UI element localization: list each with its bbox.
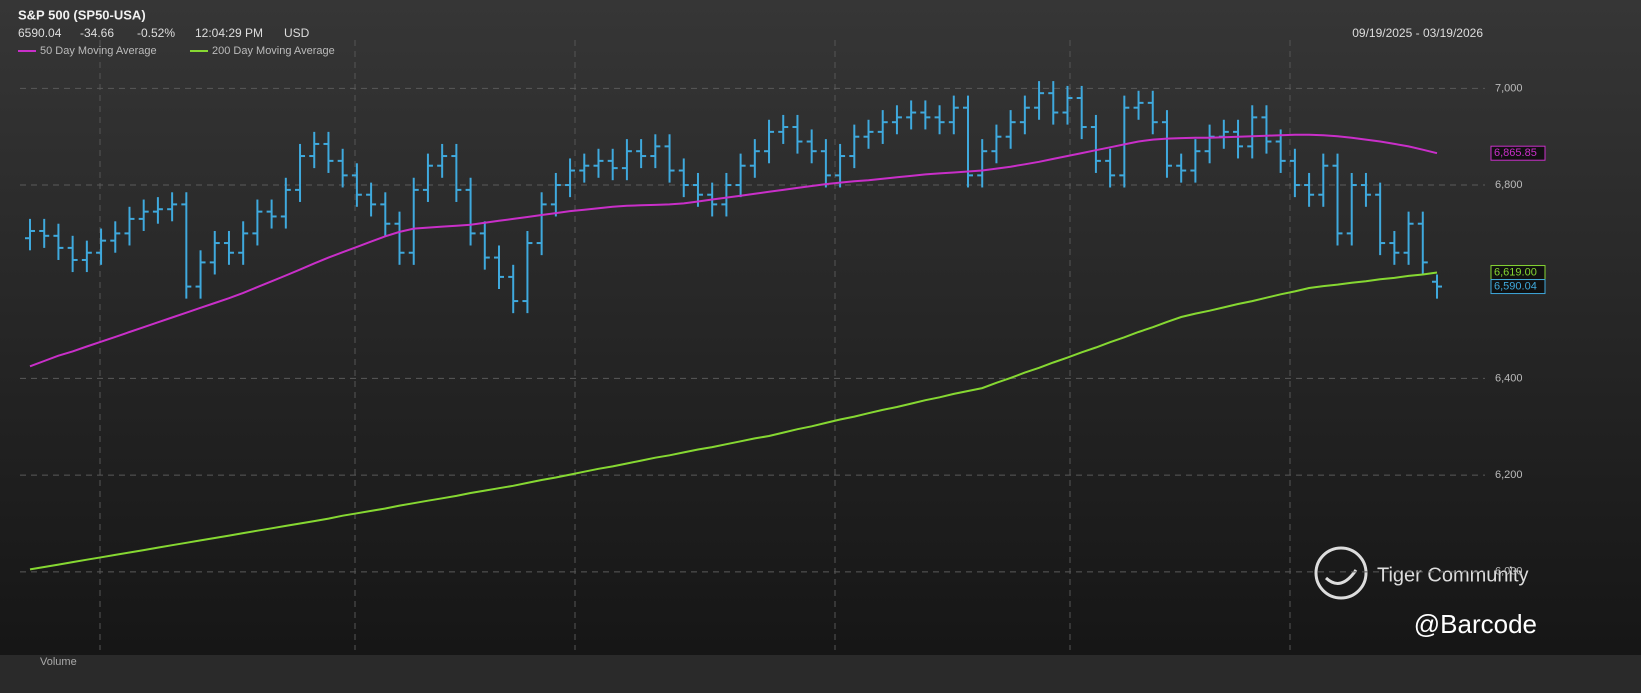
moving-average-line (29, 133, 1438, 368)
legend-label: 50 Day Moving Average (40, 45, 157, 57)
change: -34.66 (80, 26, 114, 40)
last-value-box (1490, 145, 1546, 161)
volume-label: Volume (40, 656, 77, 668)
last-value-label: 6,865.85 (1494, 147, 1537, 159)
y-tick-label: 6,400 (1495, 372, 1523, 384)
last-value-label: 6,619.00 (1494, 266, 1537, 278)
watermark-logo-mark (1324, 569, 1358, 585)
watermark-logo (1314, 546, 1368, 600)
time: 12:04:29 PM (195, 26, 263, 40)
month-dividers (99, 40, 1291, 650)
y-tick-label: 6,000 (1495, 566, 1523, 578)
legend-label: 200 Day Moving Average (212, 45, 335, 57)
last-value-label: 6,590.04 (1494, 280, 1537, 292)
y-tick-label: 7,000 (1495, 82, 1523, 94)
last-price: 6590.04 (18, 26, 62, 40)
watermark: Tiger Community @Barcode (1314, 546, 1537, 639)
moving-average-line (29, 271, 1438, 571)
y-tick-label: 6,800 (1495, 179, 1523, 191)
y-tick-label: 6,200 (1495, 469, 1523, 481)
watermark-handle: @Barcode (1414, 609, 1537, 639)
last-value-box (1490, 279, 1546, 295)
date-range: 09/19/2025 - 03/19/2026 (1352, 26, 1483, 40)
volume-pane (0, 655, 1641, 693)
currency: USD (284, 26, 310, 40)
watermark-brand: Tiger Community (1377, 564, 1529, 586)
chart-title: S&P 500 (SP50-USA) (18, 7, 146, 22)
change-pct: -0.52% (137, 26, 175, 40)
